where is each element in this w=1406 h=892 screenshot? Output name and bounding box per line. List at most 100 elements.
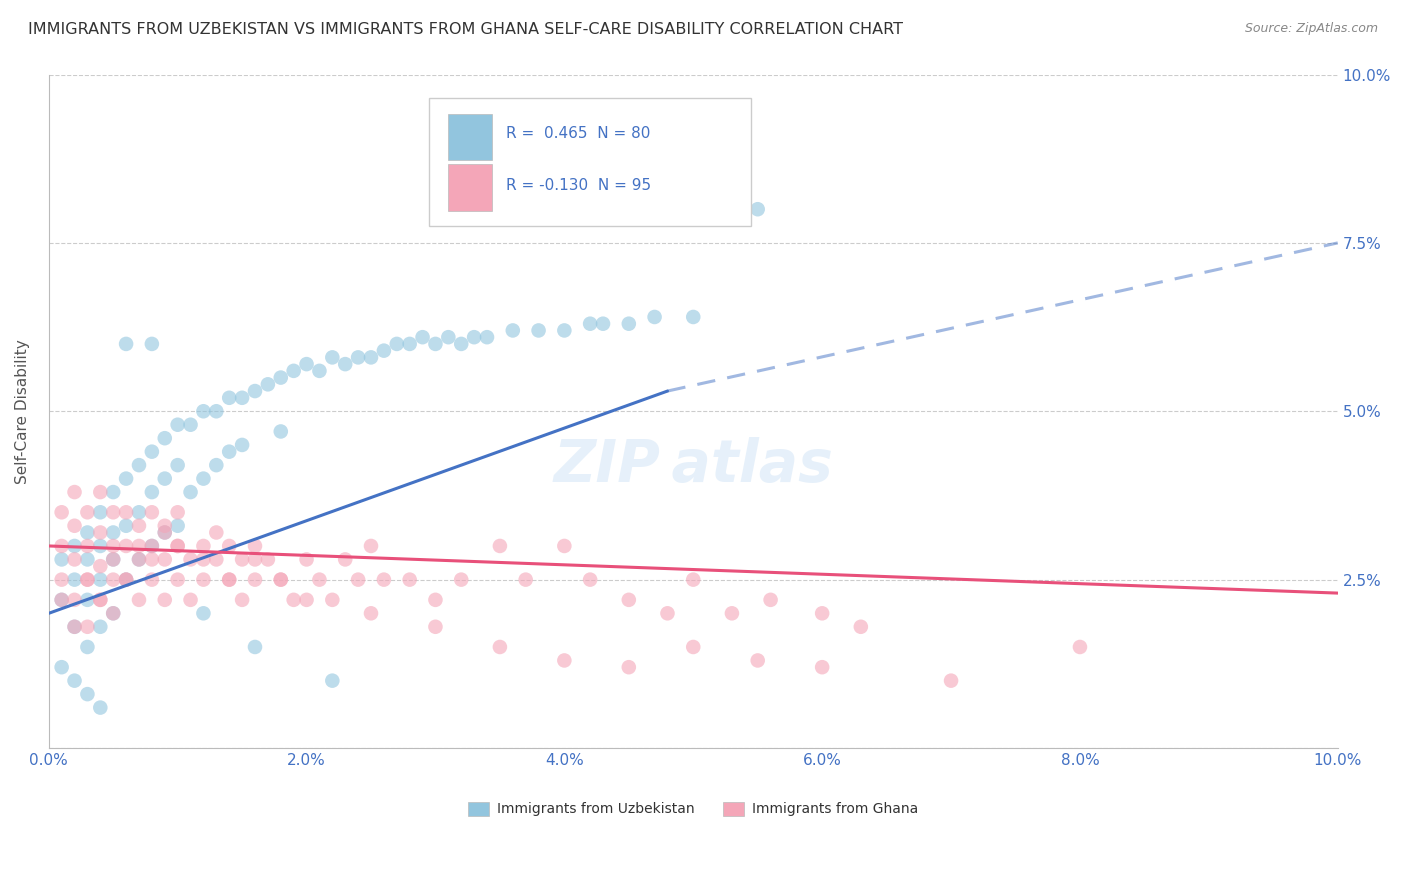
Point [89,592,111,607]
Point [89,592,111,607]
Point [153,431,176,445]
Point [295,552,318,566]
Point [89,700,111,714]
Point [180,417,202,432]
Point [153,525,176,540]
Point [205,552,228,566]
Text: ZIP atlas: ZIP atlas [554,437,834,493]
Point [141,505,163,519]
Point [283,592,305,607]
Point [103,525,125,540]
Point [231,552,253,566]
Point [51,573,73,587]
Point [450,337,472,351]
Point [398,337,420,351]
Point [141,485,163,500]
Point [270,573,292,587]
Point [166,458,188,472]
Point [617,317,640,331]
Point [475,330,498,344]
Point [89,485,111,500]
Point [89,539,111,553]
Point [579,573,602,587]
Point [347,573,370,587]
Point [166,417,188,432]
Point [218,444,240,458]
Point [682,573,704,587]
Point [153,525,176,540]
Point [450,573,472,587]
Point [295,592,318,607]
Point [103,607,125,621]
Point [231,438,253,452]
Point [115,518,138,533]
Point [115,505,138,519]
Point [243,573,266,587]
Point [515,573,537,587]
Point [335,357,357,371]
Point [295,357,318,371]
Point [103,539,125,553]
Point [747,202,769,217]
Point [63,620,86,634]
Point [180,485,202,500]
Point [89,505,111,519]
Point [76,505,98,519]
Point [153,518,176,533]
Point [89,559,111,574]
Point [682,310,704,324]
Point [811,660,834,674]
Point [270,425,292,439]
Point [205,404,228,418]
Point [373,573,395,587]
Point [51,505,73,519]
Point [115,573,138,587]
Point [103,552,125,566]
Point [193,607,215,621]
Point [617,592,640,607]
Point [51,592,73,607]
Point [115,472,138,486]
Point [166,539,188,553]
Point [218,539,240,553]
Point [141,573,163,587]
Point [128,458,150,472]
Point [308,573,330,587]
Point [385,337,408,351]
Point [205,458,228,472]
Point [115,337,138,351]
Point [89,525,111,540]
Point [141,337,163,351]
Point [103,485,125,500]
Point [115,573,138,587]
Point [592,317,614,331]
Point [141,539,163,553]
Text: R = -0.130  N = 95: R = -0.130 N = 95 [506,178,651,194]
Point [308,364,330,378]
Point [128,518,150,533]
Point [398,573,420,587]
Point [347,351,370,365]
Text: Source: ZipAtlas.com: Source: ZipAtlas.com [1244,22,1378,36]
Point [257,377,280,392]
Point [412,330,434,344]
Point [218,573,240,587]
Point [1069,640,1091,654]
Point [103,505,125,519]
Point [76,573,98,587]
Point [76,620,98,634]
Point [76,552,98,566]
Point [76,592,98,607]
Point [849,620,872,634]
Point [128,592,150,607]
Point [76,525,98,540]
Point [63,573,86,587]
Point [218,391,240,405]
Point [243,640,266,654]
Point [128,505,150,519]
Point [437,330,460,344]
Point [153,472,176,486]
Point [257,552,280,566]
Point [747,653,769,667]
Point [76,640,98,654]
